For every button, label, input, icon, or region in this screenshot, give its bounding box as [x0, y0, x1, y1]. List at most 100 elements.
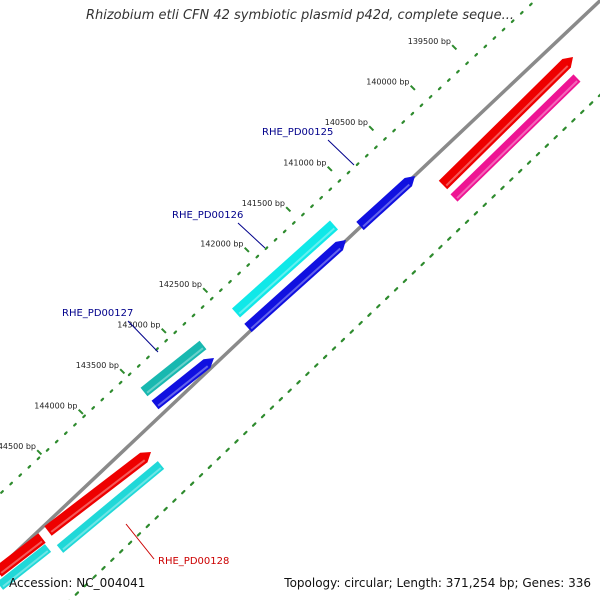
gene-feature-rhe-pd00125-highlight [362, 183, 410, 228]
gene-feature-blue-mid[interactable] [244, 240, 346, 333]
gene-feature-rhe-pd00125[interactable] [356, 176, 415, 231]
track-dot [296, 380, 301, 385]
track-dot [310, 204, 314, 209]
track-dot [580, 109, 585, 115]
track-dot [181, 489, 186, 495]
inner-tick-track [68, 93, 600, 600]
track-dot [163, 506, 168, 512]
track-dot [251, 422, 257, 427]
track-dot [100, 397, 105, 402]
track-dot [340, 337, 346, 343]
track-dot [364, 153, 369, 158]
gene-feature-rhe-pd00127-highlight [146, 347, 204, 394]
gene-feature-red-forward-highlight [445, 65, 569, 187]
track-dot [83, 582, 88, 588]
gene-label[interactable]: RHE_PD00128 [158, 556, 229, 567]
track-dot [492, 36, 497, 40]
track-dot [182, 321, 187, 326]
track-dot [429, 253, 434, 258]
tick-label: 142500 bp [159, 280, 202, 289]
gene-feature-cyan-edge[interactable] [0, 544, 52, 590]
track-dot [198, 473, 204, 478]
track-dot [355, 162, 360, 167]
track-dot [207, 464, 213, 470]
track-dot [287, 388, 292, 393]
gene-label[interactable]: RHE_PD00126 [172, 210, 243, 221]
track-dot [510, 19, 515, 24]
track-dot [173, 330, 178, 335]
gene-feature-rhe-pd00128-highlight [62, 467, 162, 551]
tick-label: 143000 bp [117, 321, 160, 330]
track-dot [464, 219, 470, 224]
track-dot [146, 355, 150, 360]
gene-feature-blue-lower-highlight [157, 365, 209, 407]
track-dot [446, 78, 451, 82]
gene-feature-red-lower[interactable] [44, 452, 151, 536]
gene-feature-red-edge[interactable] [0, 533, 46, 577]
tick-mark [451, 44, 458, 51]
track-dot [243, 430, 248, 436]
tick-label: 141500 bp [242, 199, 285, 208]
tick-mark [285, 206, 292, 213]
track-dot [456, 69, 460, 74]
track-dot [200, 305, 205, 309]
track-dot [376, 304, 381, 309]
track-dot [420, 261, 425, 267]
track-dot [383, 137, 387, 141]
gene-feature-red-lower-highlight [50, 459, 146, 533]
track-dot [328, 187, 333, 192]
tick-label: 142000 bp [200, 240, 243, 249]
tick-mark [36, 449, 43, 456]
track-dot [209, 296, 214, 301]
track-dot [269, 405, 275, 410]
gene-feature-blue-lower[interactable] [151, 358, 214, 410]
track-dot [191, 313, 196, 318]
track-dot [346, 170, 351, 175]
track-dot [9, 481, 13, 486]
gene-feature-rhe-pd00126-highlight [238, 227, 335, 315]
track-dot [101, 565, 106, 571]
track-dot [110, 557, 115, 562]
tick-mark [243, 246, 250, 253]
gene-feature-rhe-pd00128[interactable] [56, 461, 165, 553]
track-dot [509, 177, 514, 182]
track-dot [314, 363, 319, 368]
track-dot [246, 263, 251, 267]
track-dot [118, 380, 123, 385]
gene-label[interactable]: RHE_PD00127 [62, 308, 133, 319]
track-dot [45, 448, 50, 452]
gene-label[interactable]: RHE_PD00125 [262, 127, 333, 138]
track-dot [473, 211, 479, 216]
track-dot [419, 103, 424, 108]
track-dot [189, 481, 195, 486]
gene-feature-rhe-pd00127[interactable] [140, 340, 207, 397]
map-title: Rhizobium etli CFN 42 symbiotic plasmid … [85, 8, 515, 23]
track-dot [91, 406, 96, 410]
track-dot [597, 93, 600, 98]
track-dot [118, 549, 124, 554]
track-dot [501, 27, 506, 32]
gene-feature-red-forward[interactable] [438, 57, 573, 190]
track-dot [588, 101, 594, 106]
tick-mark [77, 408, 84, 415]
gene-feature-pink[interactable] [450, 74, 581, 202]
gene-feature-blue-mid-highlight [250, 247, 341, 330]
accession-text: Accession: NC_004041 [9, 576, 146, 590]
tick-label: 139500 bp [408, 37, 451, 46]
track-dot [500, 185, 505, 191]
track-dot [145, 523, 151, 529]
tick-label: 141000 bp [283, 159, 326, 168]
track-dot [0, 490, 4, 494]
track-dot [337, 179, 342, 183]
track-dot [234, 439, 239, 444]
track-dot [438, 244, 443, 250]
track-dot [437, 86, 442, 91]
track-dot [264, 246, 269, 251]
track-dot [63, 431, 68, 436]
gene-feature-rhe-pd00126[interactable] [231, 220, 339, 318]
tick-mark [326, 165, 333, 172]
track-dot [455, 227, 461, 233]
track-dot [255, 254, 260, 259]
track-dot [260, 413, 266, 419]
